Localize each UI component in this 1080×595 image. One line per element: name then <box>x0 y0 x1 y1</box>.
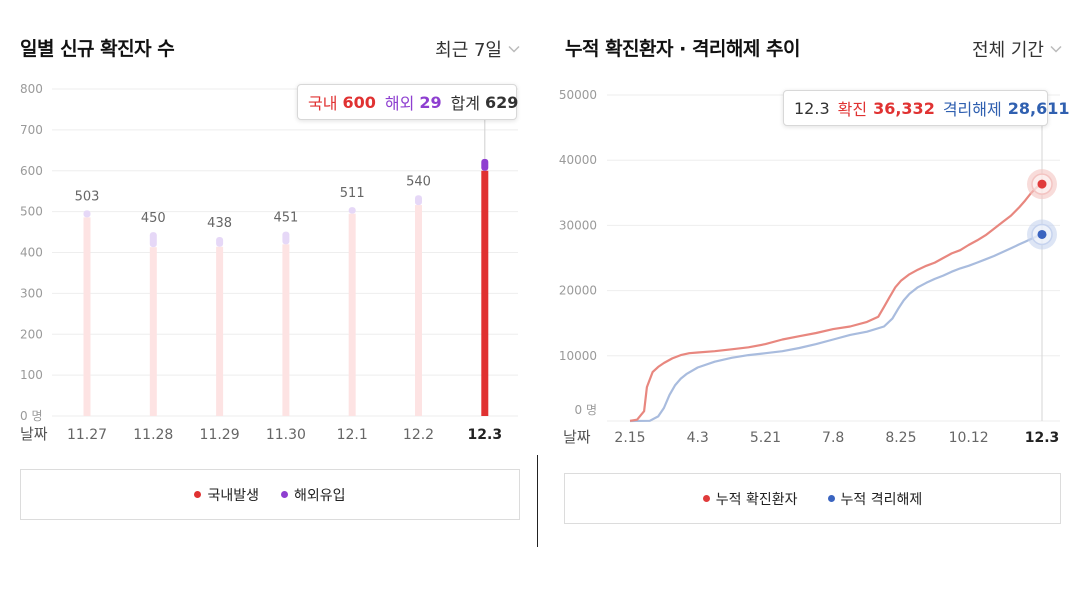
daily-period-filter[interactable]: 최근 7일 <box>435 36 520 62</box>
legend-released-label: 누적 격리해제 <box>840 491 923 508</box>
daily-chart-title: 일별 신규 확진자 수 <box>20 38 175 60</box>
bar-total-label: 540 <box>406 174 431 189</box>
cumulative-tooltip: 12.3 확진 36,332 격리해제 28,611 <box>783 90 1069 126</box>
panel-divider <box>537 455 538 547</box>
cumulative-period-filter-label: 전체 기간 <box>972 40 1044 61</box>
x-tick-label: 5.21 <box>750 430 781 446</box>
y-tick-label: 300 <box>20 286 43 300</box>
bar-domestic <box>415 205 422 416</box>
bar-overseas <box>415 195 422 206</box>
bar-domestic <box>216 246 224 416</box>
x-tick-label: 10.12 <box>949 430 989 446</box>
series-line-confirmed <box>629 183 1043 422</box>
legend-released-dot <box>827 495 835 502</box>
x-tick-label: 7.8 <box>822 430 844 446</box>
x-axis-title: 날짜 <box>20 425 48 443</box>
bar-overseas <box>149 232 157 248</box>
bar-total-label: 503 <box>75 189 100 204</box>
bar-domestic <box>282 244 290 416</box>
tooltip-domestic-value: 600 <box>342 92 376 112</box>
legend-domestic-dot <box>194 491 202 498</box>
tooltip-confirmed-label: 확진 <box>837 100 868 119</box>
tooltip-overseas-value: 29 <box>419 92 442 112</box>
y-tick-label: 500 <box>20 205 43 219</box>
y-tick-label: 100 <box>20 368 43 382</box>
legend-confirmed-dot <box>702 495 710 502</box>
x-tick-label: 8.25 <box>885 430 916 446</box>
legend-overseas[interactable]: 해외유입 <box>281 485 346 505</box>
daily-tooltip: 국내 600 해외 29 합계 629 <box>297 84 519 120</box>
tooltip-released-label: 격리해제 <box>942 100 1002 119</box>
legend-overseas-dot <box>281 491 288 498</box>
x-tick-label: 11.29 <box>200 427 240 443</box>
tooltip-released-value: 28,611 <box>1007 98 1070 118</box>
bar-overseas <box>348 207 356 214</box>
tooltip-total-label: 합계 <box>450 94 481 113</box>
y-tick-label: 50000 <box>559 88 597 102</box>
marker-point-released <box>1037 229 1047 239</box>
x-tick-label: 12.1 <box>337 427 368 443</box>
tooltip-date: 12.3 <box>794 98 830 118</box>
bar-total-label: 511 <box>340 186 365 201</box>
y-tick-label: 600 <box>20 164 43 178</box>
x-axis-title: 날짜 <box>563 428 591 446</box>
daily-period-filter-label: 최근 7일 <box>435 40 502 61</box>
x-tick-label: 12.2 <box>403 427 434 443</box>
y-tick-label: 0 명 <box>575 403 598 417</box>
y-tick-label: 200 <box>20 327 43 341</box>
y-tick-label: 400 <box>20 246 43 260</box>
cumulative-panel: 누적 확진환자 · 격리해제 추이 전체 기간 0 명 10000 20000 300… <box>545 0 1080 595</box>
y-tick-label: 0 명 <box>20 409 43 423</box>
y-tick-label: 800 <box>20 82 43 96</box>
legend-domestic[interactable]: 국내발생 <box>194 485 259 505</box>
chevron-down-icon <box>1050 45 1062 53</box>
daily-cases-panel: 일별 신규 확진자 수 최근 7일 0 명 100 200 300 400 500 600 7… <box>0 0 538 595</box>
bar-domestic <box>149 247 157 416</box>
tooltip-total-value: 629 <box>485 92 519 112</box>
series-line-released <box>629 233 1043 423</box>
x-tick-label: 4.3 <box>687 430 709 446</box>
daily-legend: 국내발생 해외유입 <box>20 469 520 520</box>
bar-domestic <box>481 170 489 416</box>
y-tick-label: 40000 <box>559 153 597 167</box>
tooltip-confirmed-value: 36,332 <box>873 98 935 118</box>
x-tick-label: 11.30 <box>266 427 306 443</box>
tooltip-domestic-label: 국내 <box>308 94 338 113</box>
tooltip-overseas-label: 해외 <box>384 94 415 113</box>
legend-overseas-label: 해외유입 <box>294 487 346 504</box>
bar-overseas <box>481 158 489 171</box>
legend-confirmed[interactable]: 누적 확진환자 <box>702 489 798 509</box>
bar-domestic <box>348 213 356 416</box>
x-tick-label: 11.28 <box>133 427 173 443</box>
bar-overseas <box>216 236 224 247</box>
bar-total-label: 450 <box>141 211 166 226</box>
bar-domestic <box>83 217 91 416</box>
daily-cases-bar-chart: 0 명 100 200 300 400 500 600 700 800 날짜 503 11.27 450… <box>20 82 518 443</box>
bar-overseas <box>282 231 290 245</box>
chevron-down-icon <box>508 45 520 53</box>
y-tick-label: 20000 <box>559 284 597 298</box>
marker-point-confirmed <box>1037 179 1047 189</box>
cumulative-chart-title: 누적 확진환자 · 격리해제 추이 <box>565 38 800 60</box>
y-tick-label: 30000 <box>559 218 597 232</box>
bar-total-label: 451 <box>273 211 298 226</box>
legend-released[interactable]: 누적 격리해제 <box>827 489 923 509</box>
y-tick-label: 10000 <box>559 349 597 363</box>
y-tick-label: 700 <box>20 123 43 137</box>
cumulative-line-chart: 0 명 10000 20000 30000 40000 50000 날짜 2.15 4.3 5.2… <box>559 88 1060 446</box>
x-tick-label: 12.3 <box>1025 430 1060 446</box>
bar-overseas <box>83 210 91 218</box>
x-tick-label: 11.27 <box>67 427 107 443</box>
x-tick-label: 12.3 <box>468 427 503 443</box>
legend-confirmed-label: 누적 확진환자 <box>715 491 798 508</box>
cumulative-legend: 누적 확진환자 누적 격리해제 <box>564 473 1061 524</box>
cumulative-period-filter[interactable]: 전체 기간 <box>972 36 1062 62</box>
bar-total-label: 438 <box>207 216 232 231</box>
x-tick-label: 2.15 <box>614 430 645 446</box>
legend-domestic-label: 국내발생 <box>207 487 259 504</box>
